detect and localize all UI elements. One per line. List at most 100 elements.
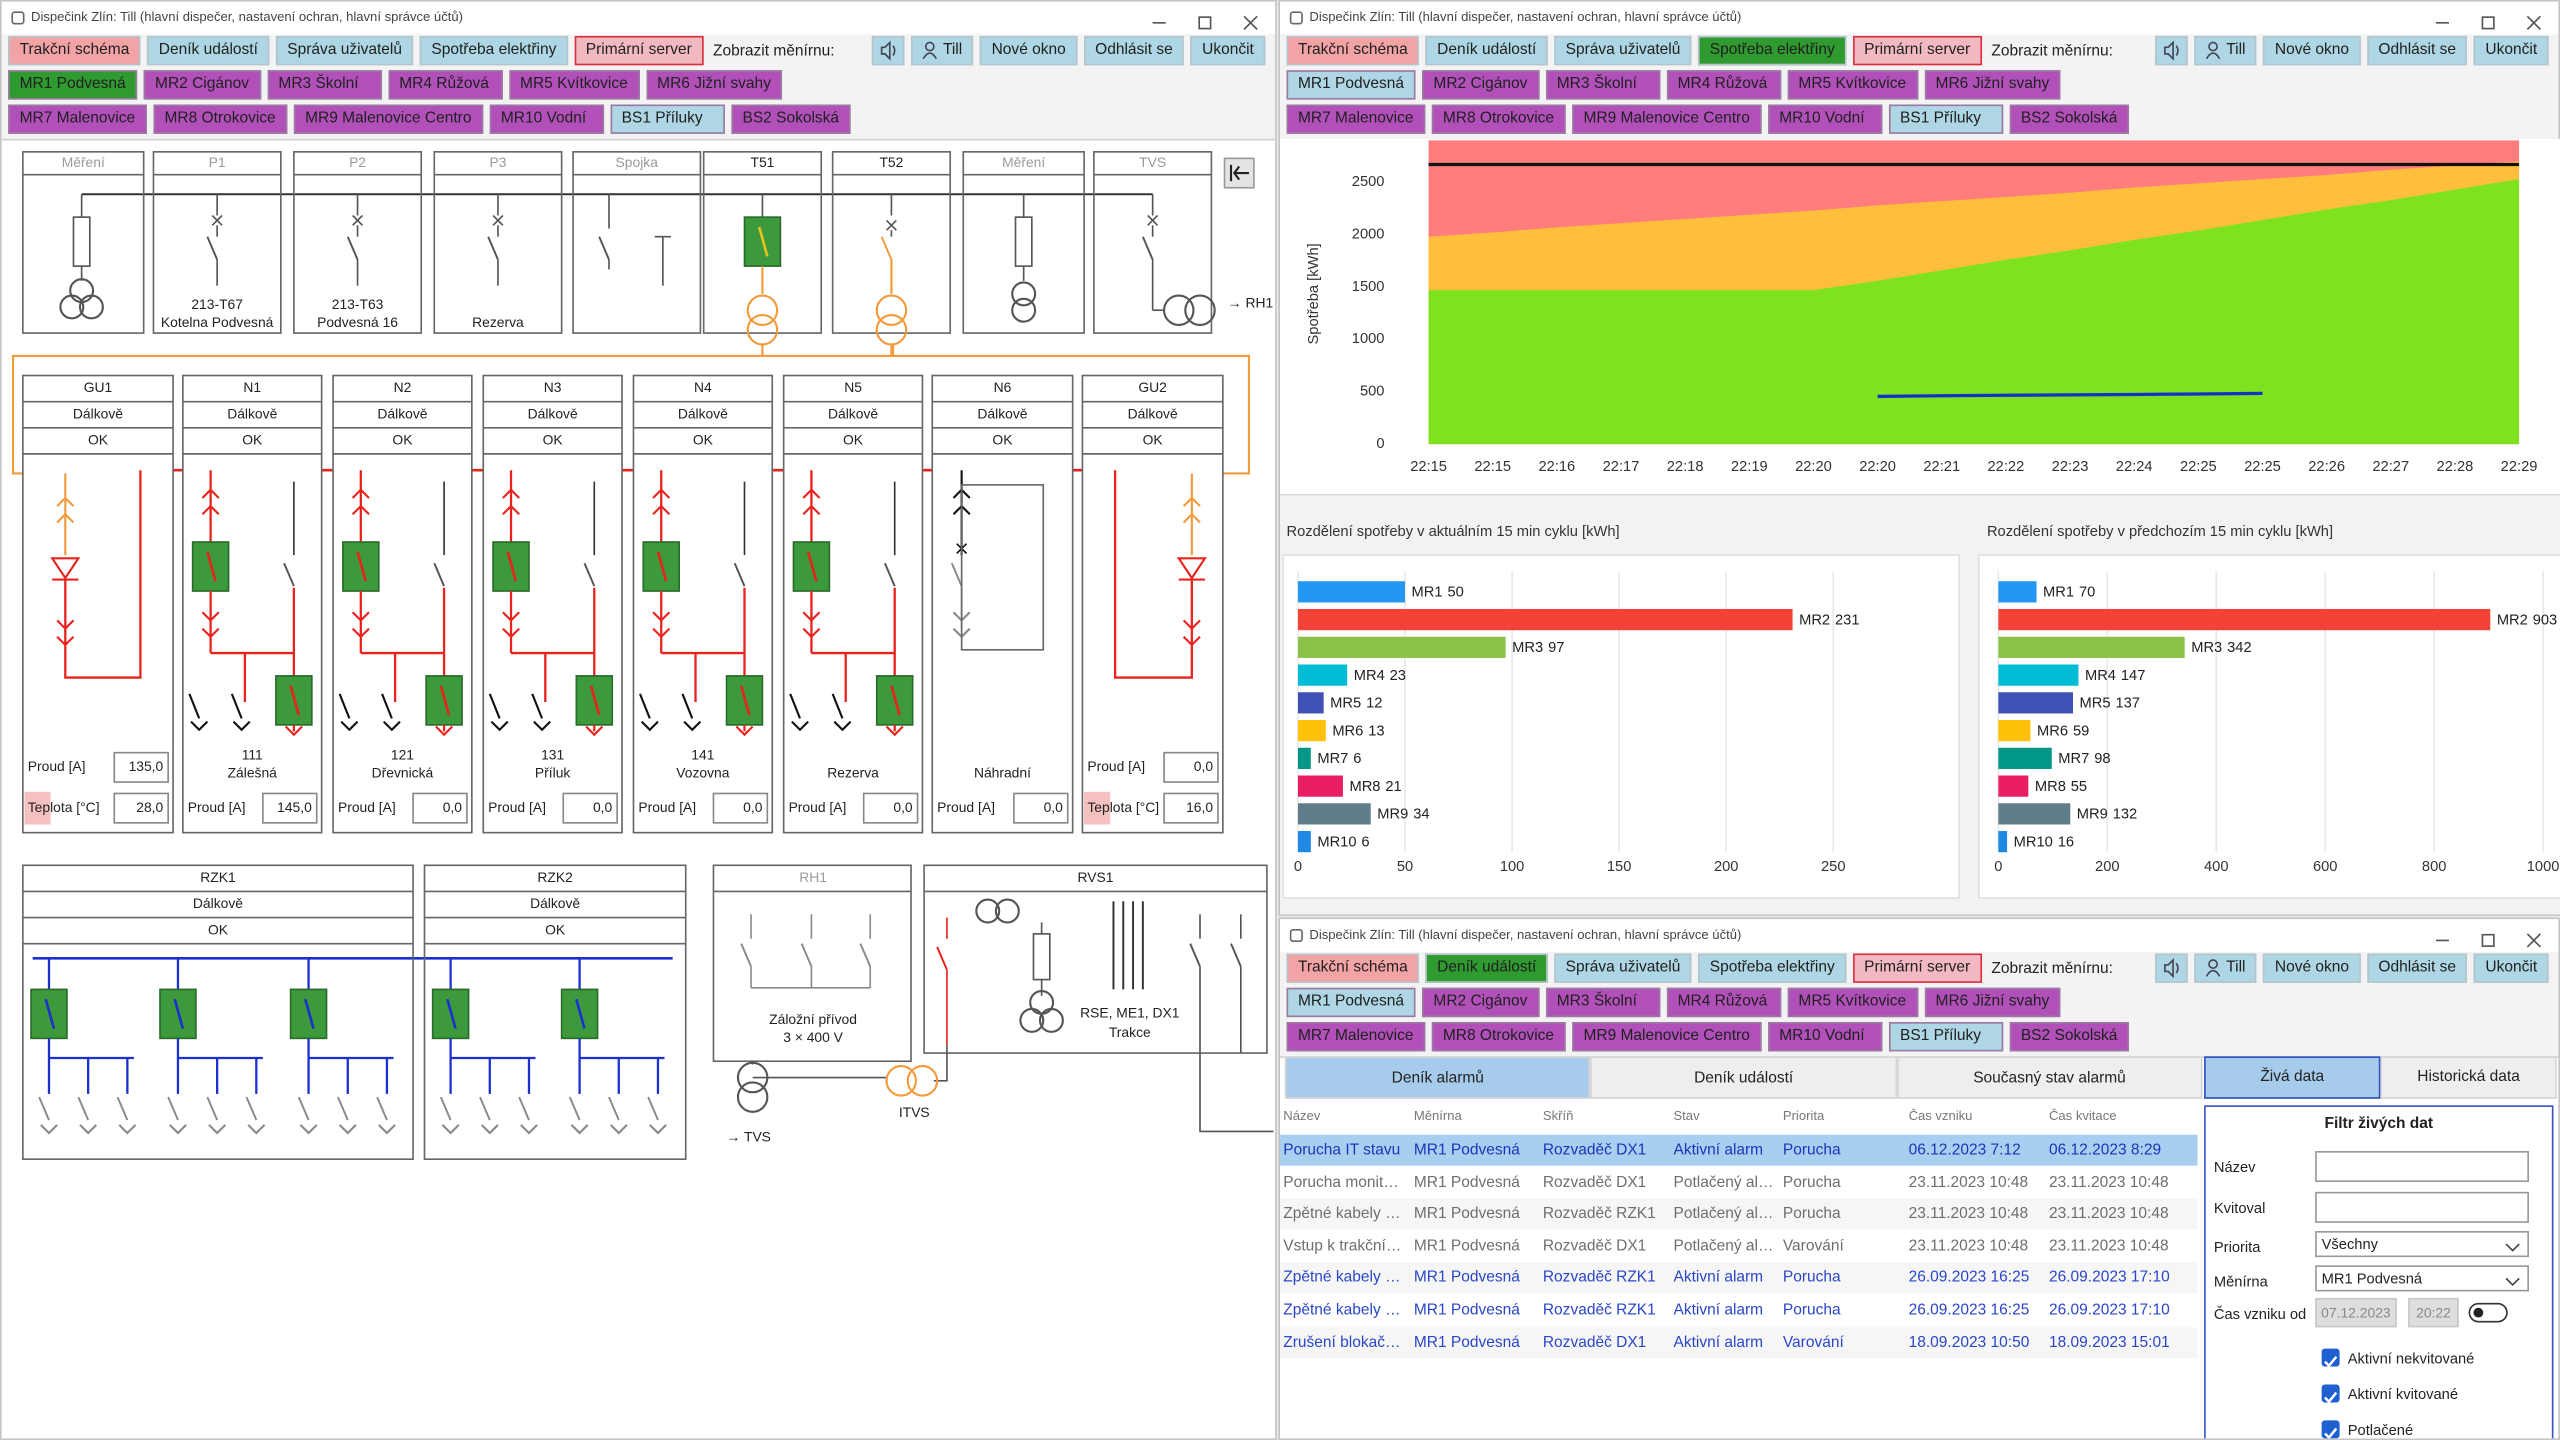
sound-button[interactable] (871, 35, 904, 66)
station-button[interactable]: MR2 Cigánov (143, 70, 261, 100)
station-button[interactable]: BS1 Příluky (1888, 104, 2003, 134)
alarm-row[interactable]: Zrušení blokač… MR1 Podvesná Rozvaděč DX1 A… (1280, 1326, 2198, 1358)
station-button[interactable]: MR9 Malenovice Centro (1572, 104, 1762, 134)
user-button[interactable]: Till (910, 35, 974, 66)
station-button[interactable]: MR6 Jižní svahy (645, 70, 783, 100)
toolbar-button[interactable]: Nové okno (980, 35, 1078, 66)
alarm-tab[interactable]: Současný stav alarmů (1896, 1056, 2203, 1099)
station-button[interactable]: MR10 Vodní (489, 104, 604, 134)
station-button[interactable]: MR1 Podvesná (1286, 987, 1416, 1018)
minimize-button[interactable] (1151, 10, 1167, 26)
toolbar-button[interactable]: Odhlásit se (2366, 35, 2468, 66)
nav-tab[interactable]: Primární server (1852, 953, 1982, 983)
maximize-button[interactable] (2480, 10, 2496, 30)
station-button[interactable]: MR8 Otrokovice (1431, 1022, 1566, 1052)
station-button[interactable]: BS2 Sokolská (731, 104, 851, 134)
station-button[interactable]: MR6 Jižní svahy (1924, 70, 2061, 100)
toolbar-button[interactable]: Ukončit (1190, 35, 1266, 66)
toolbar-button[interactable]: Odhlásit se (2366, 953, 2468, 983)
side-tab[interactable]: Historická data (2380, 1056, 2557, 1099)
nav-tab[interactable]: Správa uživatelů (1554, 35, 1692, 66)
station-button[interactable]: MR2 Cigánov (1421, 987, 1539, 1018)
toolbar-button[interactable]: Odhlásit se (1083, 35, 1185, 66)
station-button[interactable]: MR1 Podvesná (8, 70, 138, 100)
user-button[interactable]: Till (2193, 953, 2257, 983)
maximize-button[interactable] (1197, 10, 1213, 30)
checkbox[interactable] (2321, 1384, 2340, 1404)
station-button[interactable]: BS2 Sokolská (2009, 104, 2129, 134)
nav-tab[interactable]: Primární server (574, 35, 704, 66)
alarm-tab[interactable]: Deník alarmů (1284, 1056, 1591, 1099)
station-button[interactable]: MR6 Jižní svahy (1924, 987, 2061, 1018)
close-button[interactable] (2526, 927, 2542, 948)
nav-tab[interactable]: Primární server (1852, 35, 1982, 66)
alarm-row[interactable]: Porucha IT stavu MR1 Podvesná Rozvaděč DX1… (1280, 1134, 2198, 1166)
text-input[interactable] (2315, 1151, 2529, 1183)
station-button[interactable]: MR8 Otrokovice (1431, 104, 1566, 134)
minimize-button[interactable] (2434, 10, 2450, 26)
app-icon (1289, 928, 1303, 943)
alarm-row[interactable]: Vstup k trakční… MR1 Podvesná Rozvaděč DX1… (1280, 1230, 2198, 1262)
nav-tab[interactable]: Správa uživatelů (275, 35, 414, 66)
alarm-row[interactable]: Zpětné kabely … MR1 Podvesná Rozvaděč RZK1… (1280, 1262, 2198, 1294)
sound-button[interactable] (2154, 35, 2188, 66)
toolbar-button[interactable]: Ukončit (2473, 953, 2549, 983)
nav-tab[interactable]: Spotřeba elektřiny (1698, 953, 1847, 983)
station-button[interactable]: BS1 Příluky (1888, 1022, 2003, 1052)
maximize-button[interactable] (2480, 927, 2496, 947)
nav-tab[interactable]: Spotřeba elektřiny (1698, 35, 1847, 66)
nav-tab[interactable]: Trakční schéma (1286, 953, 1420, 983)
station-button[interactable]: MR9 Malenovice Centro (293, 104, 483, 134)
station-button[interactable]: MR1 Podvesná (1286, 70, 1416, 100)
text-input[interactable] (2315, 1191, 2529, 1223)
date-input[interactable]: 07.12.2023 (2315, 1297, 2397, 1328)
dropdown[interactable]: Všechny (2315, 1231, 2529, 1258)
alarm-row[interactable]: Porucha monit… MR1 Podvesná Rozvaděč DX1 Po… (1280, 1166, 2198, 1198)
user-button[interactable]: Till (2193, 35, 2257, 66)
station-button[interactable]: MR3 Školní (266, 70, 382, 100)
toggle[interactable] (2468, 1302, 2508, 1323)
nav-tab[interactable]: Deník událostí (1425, 35, 1548, 66)
dropdown[interactable]: MR1 Podvesná (2315, 1265, 2529, 1292)
station-button[interactable]: BS2 Sokolská (2009, 1022, 2129, 1052)
station-button[interactable]: MR4 Růžová (1666, 987, 1781, 1018)
station-button[interactable]: MR7 Malenovice (1286, 1022, 1425, 1052)
nav-tab[interactable]: Správa uživatelů (1554, 953, 1692, 983)
nav-tab[interactable]: Trakční schéma (1286, 35, 1420, 66)
sound-button[interactable] (2154, 953, 2188, 983)
station-button[interactable]: MR10 Vodní (1767, 104, 1883, 134)
nav-tab[interactable]: Deník událostí (1425, 953, 1548, 983)
minimize-button[interactable] (2434, 927, 2450, 943)
close-button[interactable] (2526, 10, 2542, 30)
alarm-cell: MR1 Podvesná (1413, 1269, 1520, 1288)
station-button[interactable]: MR10 Vodní (1767, 1022, 1883, 1052)
station-button[interactable]: MR7 Malenovice (8, 104, 147, 134)
alarm-row[interactable]: Zpětné kabely … MR1 Podvesná Rozvaděč RZK1… (1280, 1294, 2198, 1326)
station-button[interactable]: MR5 Kvítkovice (1786, 987, 1918, 1018)
station-button[interactable]: MR5 Kvítkovice (508, 70, 640, 100)
close-button[interactable] (1242, 10, 1258, 30)
station-button[interactable]: MR5 Kvítkovice (1786, 70, 1918, 100)
station-button[interactable]: MR4 Růžová (387, 70, 503, 100)
toolbar-button[interactable]: Ukončit (2473, 35, 2549, 66)
alarm-tab[interactable]: Deník událostí (1590, 1056, 1897, 1099)
nav-tab[interactable]: Deník událostí (147, 35, 270, 66)
station-button[interactable]: MR2 Cigánov (1421, 70, 1539, 100)
alarm-row[interactable]: Zpětné kabely … MR1 Podvesná Rozvaděč RZK1… (1280, 1198, 2198, 1230)
nav-tab[interactable]: Spotřeba elektřiny (419, 35, 568, 66)
checkbox[interactable] (2321, 1348, 2340, 1368)
station-button[interactable]: MR3 Školní (1545, 70, 1660, 100)
station-button[interactable]: MR7 Malenovice (1286, 104, 1425, 134)
toolbar-button[interactable]: Nové okno (2263, 953, 2361, 983)
station-button[interactable]: MR3 Školní (1545, 987, 1660, 1018)
toolbar-button[interactable]: Nové okno (2263, 35, 2361, 66)
nav-tab[interactable]: Trakční schéma (8, 35, 141, 66)
station-button[interactable]: MR4 Růžová (1666, 70, 1781, 100)
station-button[interactable]: BS1 Příluky (610, 104, 725, 134)
station-button[interactable]: MR9 Malenovice Centro (1572, 1022, 1762, 1052)
time-input[interactable]: 20:22 (2408, 1297, 2459, 1328)
checkbox[interactable] (2321, 1420, 2340, 1439)
station-button[interactable]: MR8 Otrokovice (153, 104, 288, 134)
window: Dispečink Zlín: Till (hlavní dispečer, n… (0, 0, 1277, 1440)
side-tab[interactable]: Živá data (2204, 1056, 2381, 1099)
